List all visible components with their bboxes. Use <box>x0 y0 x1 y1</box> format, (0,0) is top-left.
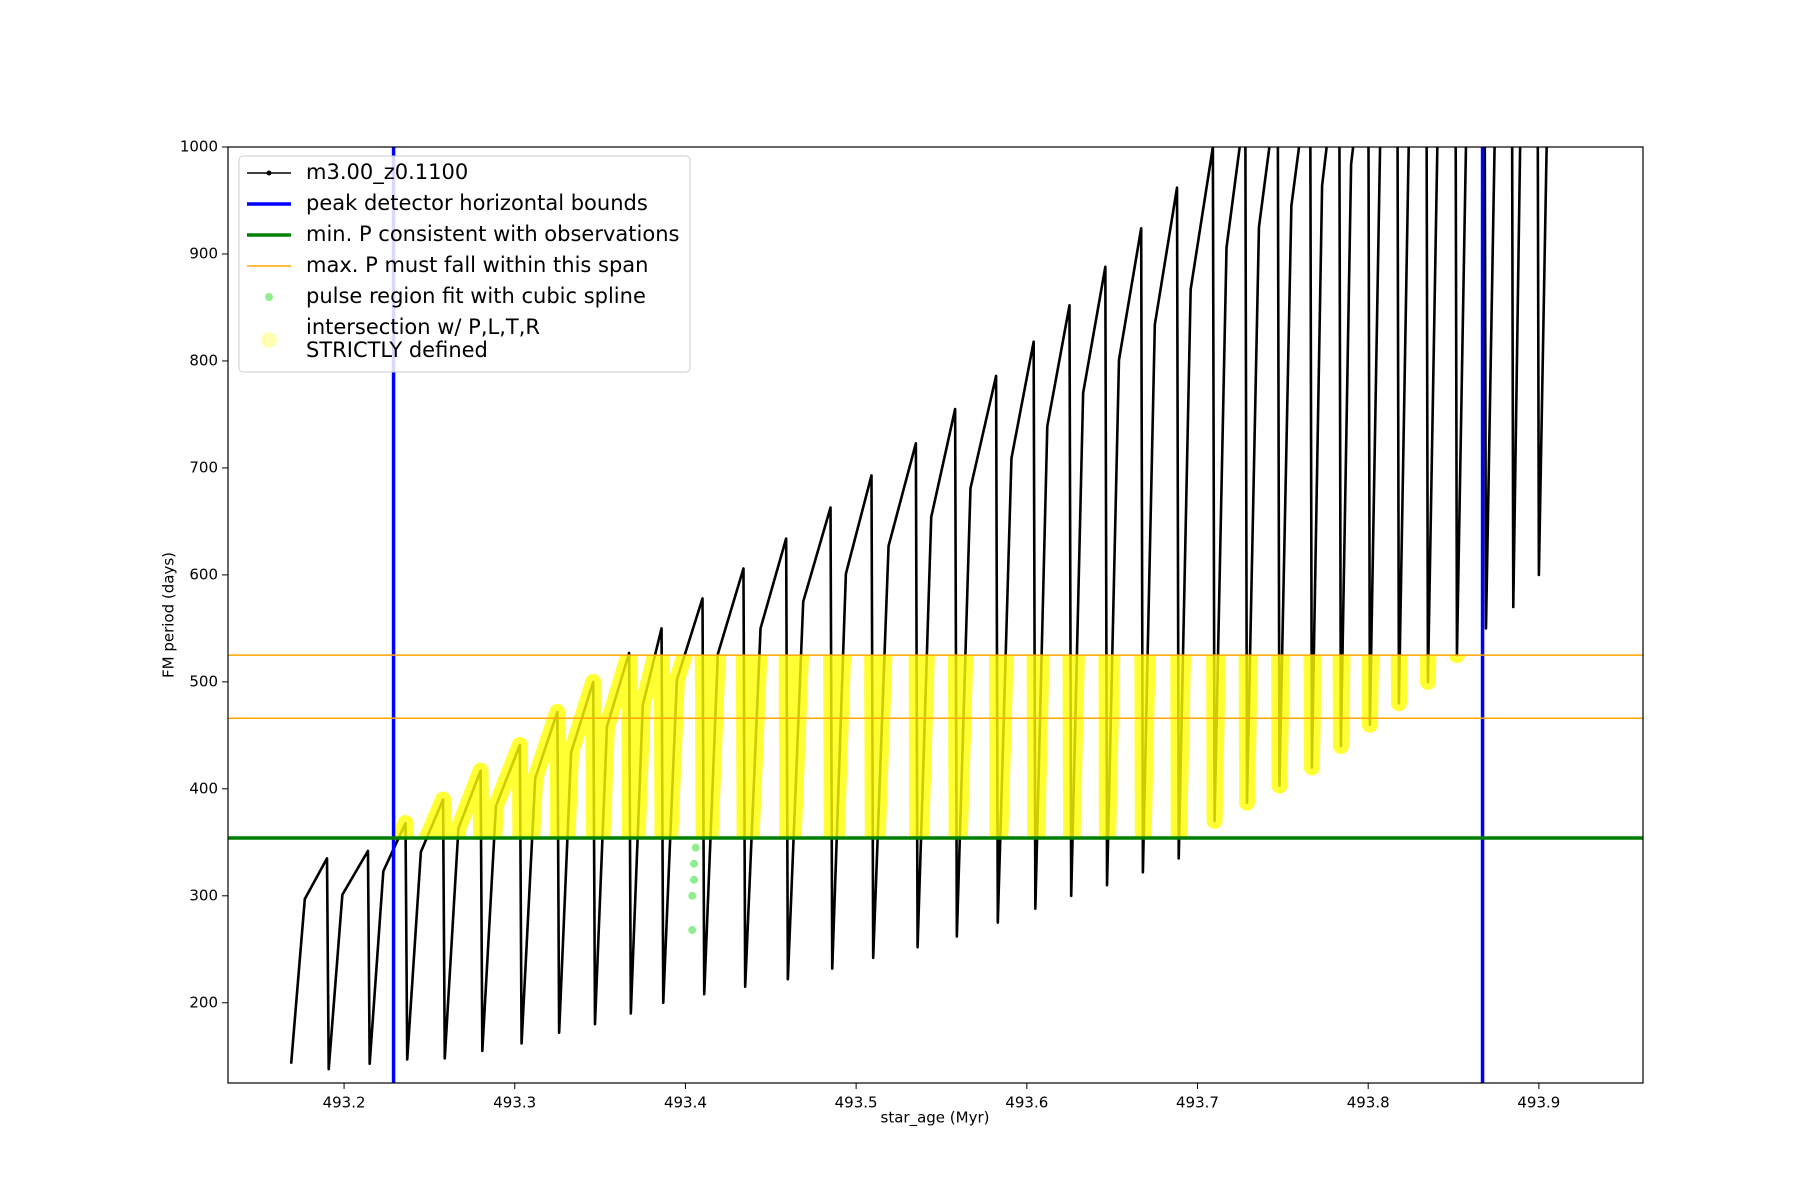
y-tick-label: 900 <box>189 244 218 262</box>
legend-label: min. P consistent with observations <box>306 222 679 246</box>
x-tick-label: 493.7 <box>1176 1094 1219 1112</box>
x-tick-label: 493.3 <box>493 1094 536 1112</box>
spline-point <box>689 875 698 884</box>
spline-point <box>688 891 697 900</box>
legend-box <box>238 155 691 373</box>
y-tick-label: 400 <box>189 779 218 797</box>
legend-label: STRICTLY defined <box>306 338 488 362</box>
x-tick-label: 493.5 <box>835 1094 878 1112</box>
legend-label: max. P must fall within this span <box>306 253 648 277</box>
x-axis-label: star_age (Myr) <box>881 1109 990 1128</box>
plot-area <box>228 147 1643 1083</box>
y-tick-label: 1000 <box>180 138 218 156</box>
y-tick-label: 500 <box>189 672 218 690</box>
legend-label: m3.00_z0.1100 <box>306 160 468 185</box>
legend-label: pulse region fit with cubic spline <box>306 284 646 308</box>
axes-frame <box>227 146 1644 1084</box>
series-line <box>289 147 1548 1071</box>
spline-point <box>688 926 697 935</box>
legend-label: peak detector horizontal bounds <box>306 191 648 215</box>
x-tick-label: 493.4 <box>664 1094 707 1112</box>
y-tick-label: 800 <box>189 351 218 369</box>
x-tick-label: 493.6 <box>1005 1094 1048 1112</box>
legend-handle-marker <box>261 332 277 348</box>
legend-handle-marker <box>266 170 272 176</box>
spline-point <box>691 843 700 852</box>
legend-handle-marker <box>265 293 273 301</box>
legend-label: intersection w/ P,L,T,R <box>306 315 540 339</box>
x-tick-label: 493.9 <box>1517 1094 1560 1112</box>
y-tick-label: 300 <box>189 886 218 904</box>
y-tick-label: 600 <box>189 565 218 583</box>
x-tick-label: 493.8 <box>1347 1094 1390 1112</box>
x-tick-label: 493.2 <box>323 1094 366 1112</box>
y-tick-label: 200 <box>189 993 218 1011</box>
y-axis-label: FM period (days) <box>160 552 178 678</box>
spline-point <box>689 859 698 868</box>
y-tick-label: 700 <box>189 458 218 476</box>
